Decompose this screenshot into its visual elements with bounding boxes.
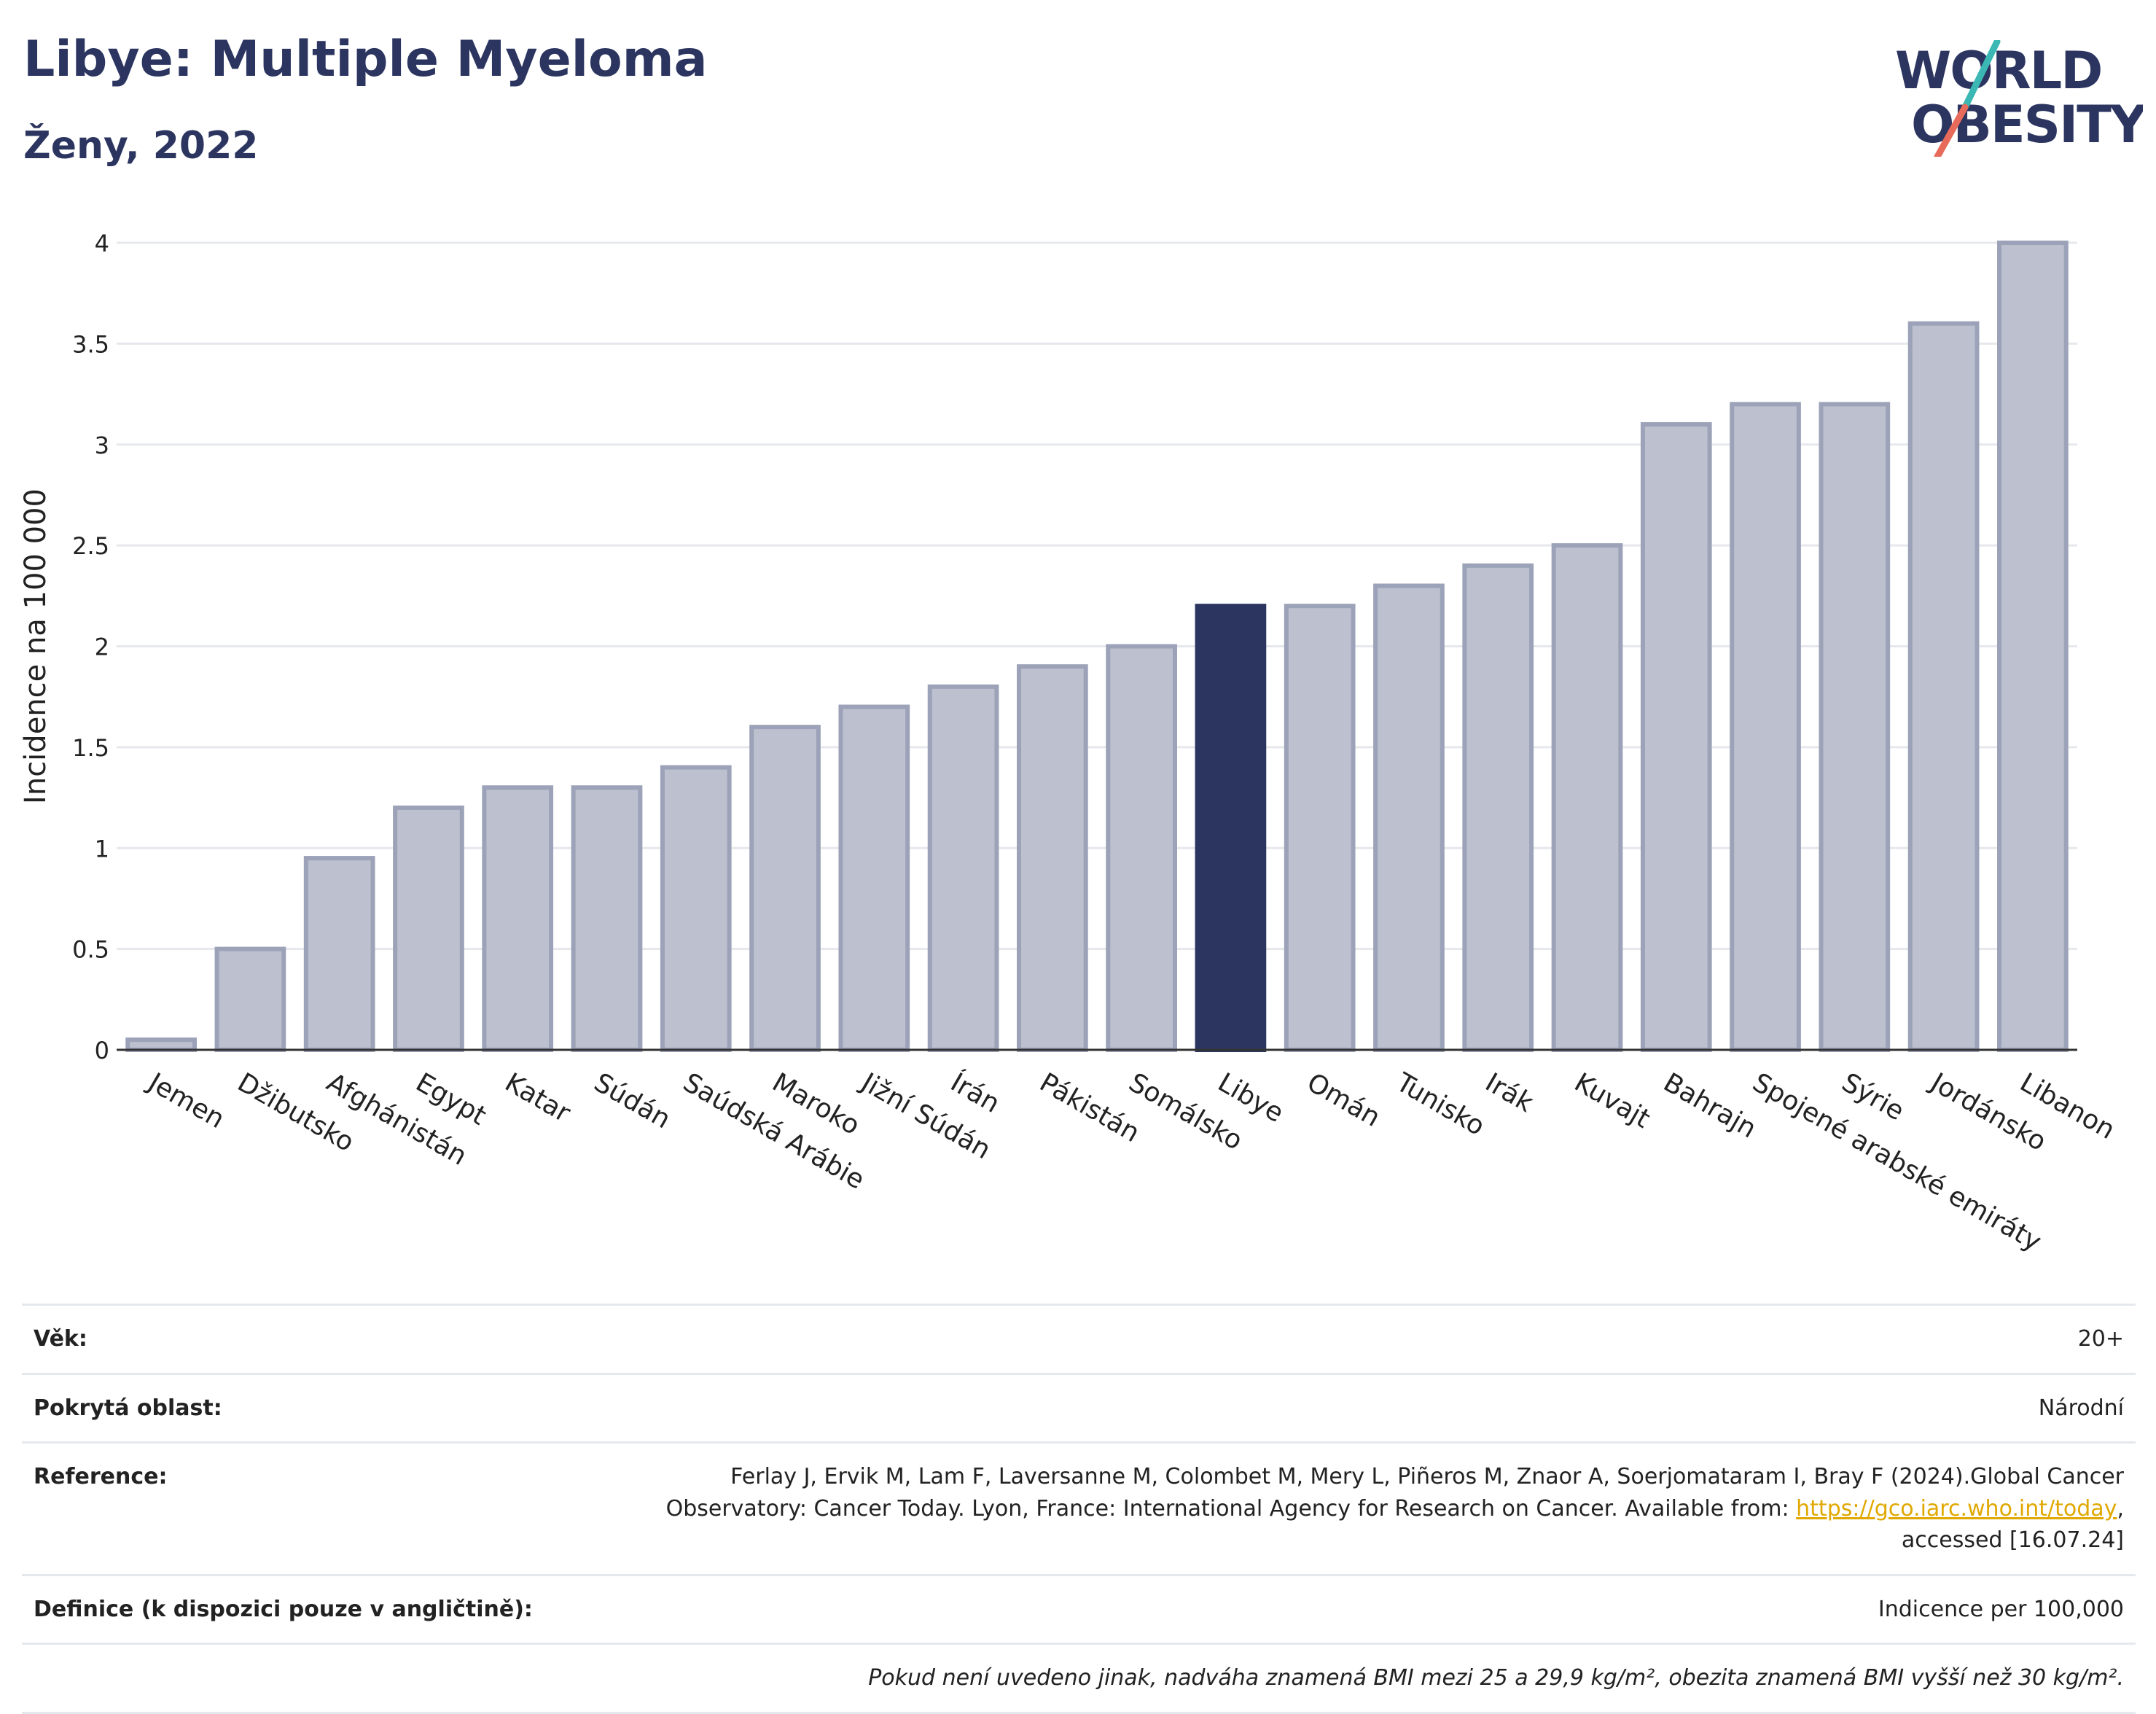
- bar: [1640, 422, 1712, 1052]
- definition-label: Definice (k dispozici pouze v angličtině…: [22, 1573, 599, 1644]
- bar: [927, 684, 999, 1052]
- bar: [1551, 543, 1623, 1052]
- definition-value: Indicence per 100,000: [599, 1573, 2136, 1644]
- area-value: Národní: [599, 1372, 2136, 1443]
- reference-accessed: , accessed [16.07.24]: [1901, 1495, 2124, 1554]
- bar: [303, 856, 375, 1053]
- x-tick-label: Írán: [945, 1067, 1005, 1119]
- reference-link[interactable]: https://gco.iarc.who.int/today: [1796, 1495, 2117, 1522]
- bar: [1907, 321, 1980, 1052]
- x-tick-label: Kuvajt: [1569, 1067, 1655, 1134]
- y-tick-label: 2: [95, 634, 109, 661]
- chart-subtitle: Ženy, 2022: [23, 124, 259, 168]
- definition-row: Definice (k dispozici pouze v angličtině…: [22, 1573, 2136, 1644]
- bar-highlight: [1195, 604, 1267, 1052]
- x-tick-label: Jemen: [142, 1067, 230, 1134]
- y-tick-label: 0: [95, 1037, 109, 1064]
- bar: [1997, 241, 2069, 1052]
- x-tick-label: Pákistán: [1034, 1067, 1144, 1148]
- age-row: Věk: 20+: [22, 1304, 2136, 1374]
- bar: [125, 1037, 197, 1052]
- bar: [1730, 402, 1801, 1052]
- bar: [1017, 664, 1088, 1052]
- reference-row: Reference: Ferlay J, Ervik M, Lam F, Lav…: [22, 1441, 2136, 1575]
- x-tick-label: Tunisko: [1391, 1067, 1490, 1142]
- svg-text:WORLD: WORLD: [1895, 41, 2101, 101]
- info-table: Věk: 20+ Pokrytá oblast: Národní Referen…: [22, 1304, 2136, 1714]
- reference-text: Ferlay J, Ervik M, Lam F, Laversanne M, …: [665, 1464, 2124, 1522]
- note-row: Pokud není uvedeno jinak, nadváha znamen…: [22, 1643, 2136, 1714]
- bar: [1462, 563, 1534, 1052]
- y-tick-label: 3: [95, 432, 109, 459]
- bars: [125, 241, 2069, 1053]
- chart-title: Libye: Multiple Myeloma: [23, 31, 708, 88]
- y-tick-label: 0.5: [72, 936, 109, 964]
- y-tick-label: 4: [95, 230, 109, 257]
- age-value: 20+: [599, 1304, 2136, 1374]
- bar: [482, 785, 554, 1052]
- svg-text:OBESITY: OBESITY: [1911, 95, 2143, 155]
- age-label: Věk:: [22, 1304, 599, 1374]
- bar: [1106, 644, 1177, 1052]
- reference-value: Ferlay J, Ervik M, Lam F, Laversanne M, …: [599, 1441, 2136, 1575]
- area-label: Pokrytá oblast:: [22, 1372, 599, 1443]
- reference-label: Reference:: [22, 1441, 599, 1575]
- y-tick-label: 2.5: [72, 532, 109, 560]
- bar: [660, 765, 732, 1052]
- x-tick-label: Irák: [1480, 1067, 1539, 1118]
- bar: [749, 725, 821, 1052]
- bar: [1819, 402, 1891, 1052]
- bar: [1373, 583, 1445, 1052]
- y-axis-label: Incidence na 100 000: [19, 488, 52, 804]
- bar: [393, 805, 464, 1053]
- bar: [1284, 604, 1356, 1052]
- bar: [838, 704, 910, 1053]
- y-tick-label: 1.5: [72, 734, 109, 762]
- x-tick-label: Súdán: [589, 1067, 676, 1134]
- area-row: Pokrytá oblast: Národní: [22, 1372, 2136, 1443]
- y-tick-label: 1: [95, 835, 109, 862]
- bar: [571, 785, 643, 1052]
- bar-chart: 0 0.5 1 1.5 2 2.5 3 3.5 4 Jemen DžibutskoAfghánis…: [19, 230, 2120, 1258]
- x-tick-label: Omán: [1302, 1067, 1385, 1133]
- bmi-note: Pokud není uvedeno jinak, nadváha znamen…: [22, 1643, 2136, 1714]
- world-obesity-logo: WORLD OBESITY: [1895, 40, 2143, 157]
- y-tick-label: 3.5: [72, 330, 109, 358]
- bar: [214, 946, 286, 1052]
- x-tick-label: Bahrajn: [1658, 1067, 1761, 1144]
- y-axis-ticks: 0 0.5 1 1.5 2 2.5 3 3.5 4: [72, 230, 109, 1064]
- x-tick-label: Katar: [500, 1067, 576, 1129]
